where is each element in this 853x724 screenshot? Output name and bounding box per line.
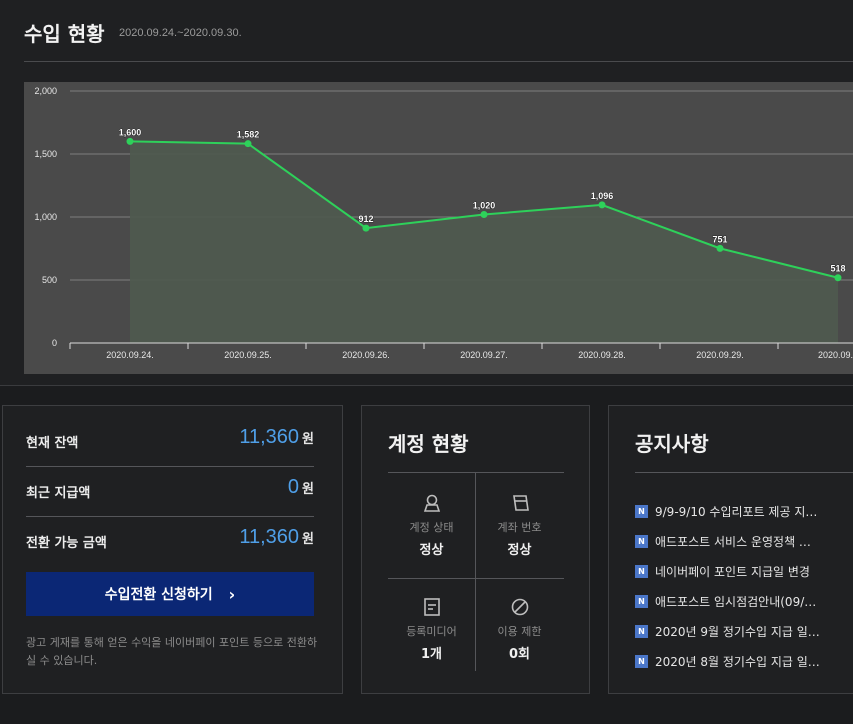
cell-label: 등록미디어 <box>406 625 457 638</box>
data-label: 1,582 <box>237 130 260 140</box>
notice-text: 애드포스트 임시점검안내(09/… <box>655 594 817 609</box>
balance-label: 전환 가능 금액 <box>26 536 107 551</box>
x-tick-label: 2020.09.24. <box>106 350 154 360</box>
currency-unit: 원 <box>302 531 314 546</box>
notice-text: 애드포스트 서비스 운영정책 … <box>655 534 811 549</box>
account-panel: 계정 현황 계정 상태 정상 계좌 번호 정상 등록 <box>361 405 590 694</box>
convert-income-button[interactable]: 수입전환 신청하기 › <box>26 572 314 616</box>
data-point <box>362 224 370 232</box>
new-badge-icon: N <box>635 624 648 638</box>
amount: 11,360 <box>239 526 300 548</box>
divider <box>635 472 853 473</box>
data-point <box>480 210 488 218</box>
y-tick-label: 0 <box>52 338 57 348</box>
document-icon <box>423 598 440 616</box>
grid-divider <box>475 473 476 671</box>
new-badge-icon: N <box>635 654 648 668</box>
person-icon <box>423 494 440 512</box>
notice-item[interactable]: N 애드포스트 임시점검안내(09/… <box>635 586 853 616</box>
income-chart-svg: 0 500 1,000 1,500 2,000 1,600 1,582 912 1,020 1,0… <box>34 86 853 360</box>
data-point <box>834 274 842 282</box>
convert-button-label: 수입전환 신청하기 <box>104 587 213 603</box>
notice-item[interactable]: N 애드포스트 서비스 운영정책 … <box>635 526 853 556</box>
data-label: 751 <box>712 234 727 244</box>
notice-item[interactable]: N 9/9-9/10 수입리포트 제공 지… <box>635 496 853 526</box>
notice-text: 2020년 9월 정기수입 지급 일… <box>655 624 820 639</box>
amount: 0 <box>287 476 300 498</box>
section-divider <box>0 385 853 386</box>
cell-label: 계좌 번호 <box>497 521 542 534</box>
data-point <box>244 140 252 148</box>
balance-row-convertible: 전환 가능 금액 11,360 원 <box>26 518 314 566</box>
area-fill <box>130 141 838 343</box>
notice-item[interactable]: N 2020년 8월 정기수입 지급 일… <box>635 646 853 676</box>
data-label: 1,600 <box>119 127 142 137</box>
chevron-right-icon: › <box>228 584 236 604</box>
balance-label: 현재 잔액 <box>26 436 79 451</box>
notice-list: N 9/9-9/10 수입리포트 제공 지… N 애드포스트 서비스 운영정책 … … <box>635 496 853 676</box>
data-label: 518 <box>830 264 845 274</box>
notice-item[interactable]: N 네이버페이 포인트 지급일 변경 <box>635 556 853 586</box>
notice-text: 네이버페이 포인트 지급일 변경 <box>655 564 810 579</box>
balance-row-current: 현재 잔액 11,360 원 <box>26 418 314 467</box>
convert-hint: 광고 게재를 통해 얻은 수익을 네이버페이 포인트 등으로 전환하실 수 있습… <box>26 636 318 667</box>
x-tick-label: 2020.09.26. <box>342 350 390 360</box>
new-badge-icon: N <box>635 564 648 578</box>
income-section: 수입 현황 2020.09.24.~2020.09.30. 0 500 1,000 1… <box>24 22 853 374</box>
divider <box>24 61 853 62</box>
registered-media-cell[interactable]: 등록미디어 1개 <box>388 597 475 662</box>
x-tick-label: 2020.09.29. <box>696 350 744 360</box>
cell-label: 이용 제한 <box>497 625 542 638</box>
cell-value: 정상 <box>419 543 444 558</box>
account-grid: 계정 상태 정상 계좌 번호 정상 등록미디어 1개 이용 <box>388 472 564 671</box>
new-badge-icon: N <box>635 534 648 548</box>
income-chart: 0 500 1,000 1,500 2,000 1,600 1,582 912 1,020 1,0… <box>24 82 853 374</box>
x-tick-label: 2020.09.25. <box>224 350 272 360</box>
y-tick-label: 500 <box>42 275 57 285</box>
notice-panel: 공지사항 N 9/9-9/10 수입리포트 제공 지… N 애드포스트 서비스 운영… <box>608 405 853 694</box>
y-tick-label: 2,000 <box>34 86 57 96</box>
amount: 11,360 <box>239 426 300 448</box>
cell-value: 정상 <box>507 543 532 558</box>
y-tick-label: 1,500 <box>34 149 57 159</box>
y-tick-label: 1,000 <box>34 212 57 222</box>
cell-label: 계정 상태 <box>409 521 454 534</box>
new-badge-icon: N <box>635 504 648 518</box>
data-point <box>598 201 606 209</box>
currency-unit: 원 <box>302 431 314 446</box>
grid-divider <box>388 578 564 579</box>
period-text: 2020.09.24.~2020.09.30. <box>119 27 242 39</box>
notice-title: 공지사항 <box>635 432 709 456</box>
data-point <box>716 244 724 252</box>
bank-account-cell[interactable]: 계좌 번호 정상 <box>476 493 563 558</box>
card-icon <box>512 495 529 511</box>
balance-value: 11,360 원 <box>239 426 314 449</box>
balance-label: 최근 지급액 <box>26 486 91 501</box>
new-badge-icon: N <box>635 594 648 608</box>
x-tick-label: 2020.09.3 <box>818 350 853 360</box>
account-title: 계정 현황 <box>388 432 469 456</box>
data-label: 1,020 <box>473 200 496 210</box>
usage-restriction-cell[interactable]: 이용 제한 0회 <box>476 597 563 662</box>
data-point <box>126 137 134 145</box>
currency-unit: 원 <box>302 481 314 496</box>
cell-value: 1개 <box>420 647 442 662</box>
balance-value: 11,360 원 <box>239 526 314 549</box>
cell-value: 0회 <box>508 647 530 662</box>
notice-item[interactable]: N 2020년 9월 정기수입 지급 일… <box>635 616 853 646</box>
prohibited-icon <box>511 598 528 616</box>
page-title: 수입 현황 <box>24 22 105 46</box>
data-label: 1,096 <box>591 191 614 201</box>
notice-text: 2020년 8월 정기수입 지급 일… <box>655 654 820 669</box>
notice-text: 9/9-9/10 수입리포트 제공 지… <box>655 504 818 519</box>
x-tick-label: 2020.09.28. <box>578 350 626 360</box>
account-status-cell[interactable]: 계정 상태 정상 <box>388 493 475 558</box>
x-tick-label: 2020.09.27. <box>460 350 508 360</box>
data-label: 912 <box>358 214 373 224</box>
